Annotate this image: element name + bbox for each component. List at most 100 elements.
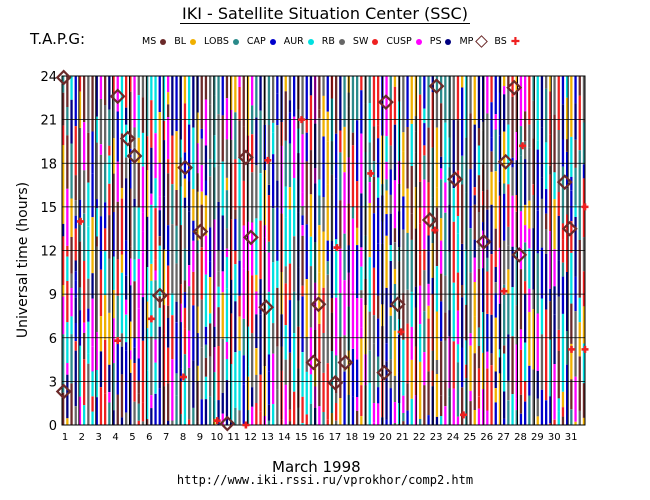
region-stripe — [545, 253, 548, 310]
region-stripe — [108, 215, 111, 259]
region-stripe — [549, 134, 552, 166]
region-stripe — [196, 421, 199, 425]
region-stripe — [528, 248, 531, 289]
region-stripe — [183, 328, 187, 355]
region-stripe — [129, 350, 132, 360]
region-stripe — [545, 142, 548, 190]
region-stripe — [305, 279, 308, 337]
bs-point — [242, 421, 250, 429]
y-tick-label: 0 — [49, 419, 57, 434]
region-stripe — [196, 76, 199, 113]
region-stripe — [410, 213, 413, 240]
region-stripe — [167, 318, 170, 348]
region-stripe — [238, 378, 241, 411]
region-stripe — [582, 306, 586, 344]
bs-point — [114, 337, 122, 345]
region-stripe — [402, 293, 405, 340]
region-stripe — [221, 292, 224, 339]
region-stripe — [402, 151, 405, 181]
region-stripe — [482, 312, 485, 353]
region-stripe — [95, 199, 98, 209]
lobs-dot-icon — [232, 38, 239, 45]
mp-point — [55, 383, 72, 400]
region-stripe — [167, 225, 170, 266]
region-stripe — [74, 200, 77, 216]
region-stripe — [137, 258, 140, 309]
region-stripe — [66, 107, 69, 136]
region-stripe — [494, 317, 497, 372]
region-stripe — [125, 107, 128, 125]
region-stripe — [515, 247, 518, 306]
region-stripe — [582, 122, 586, 165]
region-stripe — [561, 391, 565, 408]
mp-point — [305, 354, 322, 371]
region-stripe — [566, 331, 569, 365]
region-stripe — [389, 307, 392, 316]
region-stripe — [482, 121, 485, 131]
region-stripe — [528, 288, 531, 313]
region-stripe — [293, 116, 296, 179]
region-stripe — [120, 76, 124, 134]
region-stripe — [465, 378, 468, 425]
region-stripe — [267, 125, 271, 185]
region-stripe — [288, 409, 292, 422]
region-stripe — [423, 249, 426, 271]
region-stripe — [95, 246, 98, 272]
region-stripe — [150, 264, 153, 281]
region-stripe — [305, 224, 308, 280]
region-stripe — [120, 254, 124, 273]
bs-point — [581, 203, 589, 211]
region-stripe — [515, 211, 518, 248]
x-ticks: 1 2 3 4 5 6 7 8 9 10 11 12 13 14 15 16 17 18 19 20 21 22 23 24 2… — [62, 432, 578, 443]
region-stripe — [318, 109, 321, 119]
region-stripe — [234, 352, 237, 408]
region-stripe — [402, 196, 405, 230]
region-stripe — [561, 276, 565, 314]
region-stripe — [494, 76, 497, 115]
region-stripe — [154, 280, 157, 340]
region-stripe — [234, 112, 237, 160]
region-stripe — [91, 273, 94, 299]
region-stripe — [200, 299, 203, 348]
region-stripe — [91, 217, 94, 274]
region-stripe — [477, 268, 481, 328]
region-stripe — [179, 414, 182, 425]
region-stripe — [557, 411, 560, 425]
region-stripe — [284, 186, 287, 218]
region-stripe — [225, 288, 229, 342]
region-stripe — [141, 231, 145, 253]
region-stripe — [276, 207, 279, 261]
region-stripe — [578, 297, 581, 323]
region-stripe — [146, 370, 149, 420]
region-stripe — [368, 103, 371, 143]
region-stripe — [200, 399, 203, 425]
region-stripe — [188, 330, 191, 368]
region-stripe — [574, 139, 577, 168]
region-stripe — [452, 221, 455, 283]
region-stripe — [78, 287, 82, 311]
region-stripe — [339, 336, 342, 399]
region-stripe — [582, 237, 586, 272]
region-stripe — [309, 374, 313, 404]
region-stripe — [419, 207, 422, 224]
region-stripe — [435, 360, 439, 374]
region-stripe — [440, 76, 443, 104]
region-stripe — [427, 235, 430, 252]
region-stripe — [524, 342, 527, 382]
region-stripe — [288, 143, 292, 188]
region-stripe — [137, 380, 140, 394]
region-stripe — [255, 218, 258, 275]
aur-dot-icon — [307, 38, 314, 45]
bs-point — [77, 217, 85, 225]
region-stripe — [255, 374, 258, 403]
region-stripe — [507, 400, 510, 425]
bs-point — [500, 287, 508, 295]
region-stripe — [276, 287, 279, 347]
x-tick-label: 12 — [244, 432, 257, 443]
region-stripe — [540, 198, 544, 248]
region-stripe — [99, 316, 103, 352]
region-stripe — [423, 155, 426, 180]
region-stripe — [540, 334, 544, 390]
region-stripe — [99, 144, 103, 155]
region-stripe — [272, 262, 275, 324]
